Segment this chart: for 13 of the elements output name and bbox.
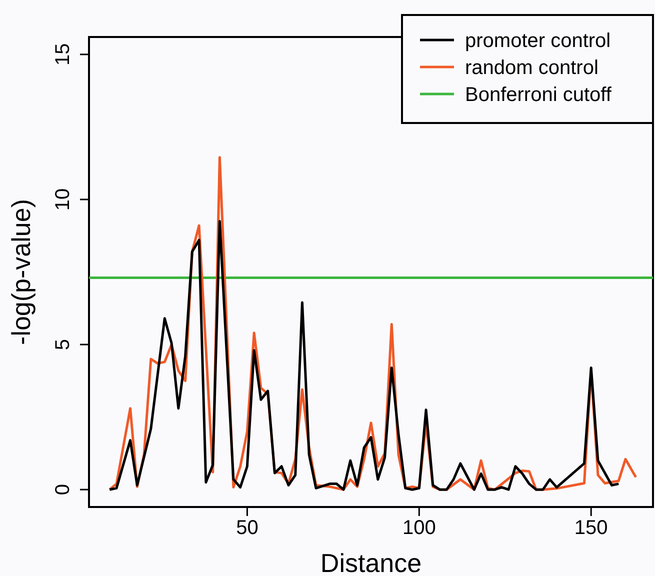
x-tick-label: 150 (574, 517, 608, 540)
legend-label: random control (465, 57, 598, 79)
line-series (108, 220, 620, 491)
x-tick-label: 50 (236, 517, 258, 540)
legend-label: Bonferroni cutoff (465, 84, 612, 106)
y-tick-label: 5 (52, 338, 74, 350)
legend-label: promoter control (465, 30, 611, 52)
x-tick-label: 100 (402, 517, 436, 540)
x-axis-title: Distance (320, 548, 422, 576)
y-tick-label: 10 (52, 188, 74, 211)
y-tick-label: 0 (52, 484, 74, 496)
y-tick-label: 15 (52, 43, 74, 66)
y-axis-title: -log(p-value) (6, 199, 36, 345)
